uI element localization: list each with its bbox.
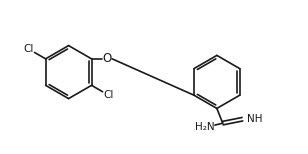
Text: Cl: Cl bbox=[23, 44, 34, 54]
Text: O: O bbox=[103, 52, 112, 65]
Text: Cl: Cl bbox=[103, 90, 114, 100]
Text: NH: NH bbox=[247, 114, 263, 124]
Text: H₂N: H₂N bbox=[195, 122, 215, 132]
